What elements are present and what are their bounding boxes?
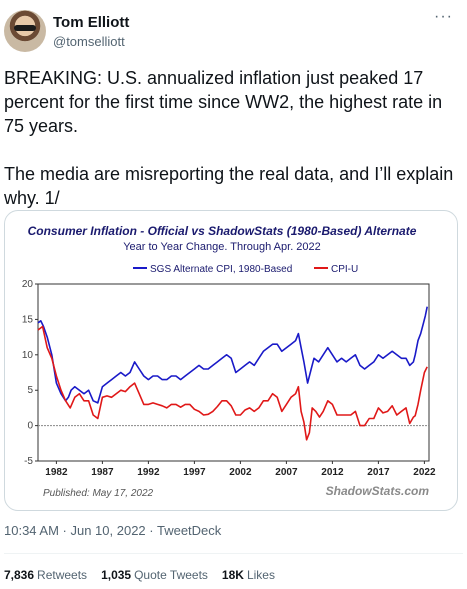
chart-source: ShadowStats.com	[326, 484, 430, 498]
series-line-sgs	[37, 306, 428, 404]
chart-title: Consumer Inflation - Official vs ShadowS…	[28, 224, 417, 238]
avatar[interactable]	[4, 10, 46, 52]
tweet-timestamp[interactable]: 10:34 AM · Jun 10, 2022 · TweetDeck	[4, 523, 222, 538]
tweet-paragraph-2: The media are misreporting the real data…	[4, 164, 454, 208]
x-tick-label: 2002	[229, 467, 252, 478]
y-tick-label: 20	[22, 279, 34, 290]
inflation-chart: Consumer Inflation - Official vs ShadowS…	[22, 224, 436, 499]
y-tick-label: 15	[22, 314, 34, 325]
series-line-cpi-u	[37, 325, 428, 441]
x-tick-label: 2022	[413, 467, 436, 478]
x-tick-label: 1987	[91, 467, 114, 478]
likes-stat[interactable]: 18K Likes	[222, 568, 275, 582]
legend-label: CPI-U	[331, 264, 358, 275]
y-tick-label: -5	[24, 456, 33, 467]
retweets-label: Retweets	[37, 568, 88, 582]
tweet-header: Tom Elliott @tomselliott ···	[0, 0, 467, 60]
y-tick-label: 10	[22, 350, 34, 361]
chart-plot-area: -5 0 5 10 15 20 1982 1987 1992 1997 2002 2007 2012 20…	[22, 279, 436, 478]
chart-published: Published: May 17, 2022	[43, 488, 154, 499]
x-tick-label: 2007	[275, 467, 298, 478]
x-tick-label: 2012	[321, 467, 344, 478]
y-tick-label: 5	[27, 385, 33, 396]
quote-tweets-label: Quote Tweets	[134, 568, 208, 582]
x-tick-label: 1997	[183, 467, 206, 478]
author-name[interactable]: Tom Elliott	[53, 14, 130, 31]
y-tick-label: 0	[27, 421, 33, 432]
author-handle[interactable]: @tomselliott	[53, 34, 125, 49]
retweets-count: 7,836	[4, 568, 35, 582]
tweet-stats: 7,836 Retweets 1,035 Quote Tweets 18K Likes	[4, 568, 275, 582]
chart-subtitle: Year to Year Change. Through Apr. 2022	[123, 241, 321, 253]
quote-tweets-count: 1,035	[101, 568, 132, 582]
avatar-sunglasses	[14, 25, 36, 31]
likes-label: Likes	[246, 568, 275, 582]
x-tick-label: 2017	[367, 467, 390, 478]
tweet-media-chart[interactable]: Consumer Inflation - Official vs ShadowS…	[4, 210, 458, 511]
retweets-stat[interactable]: 7,836 Retweets	[4, 568, 87, 582]
divider	[4, 553, 463, 554]
chart-legend: SGS Alternate CPI, 1980-Based CPI-U	[133, 264, 358, 275]
legend-label: SGS Alternate CPI, 1980-Based	[150, 264, 292, 275]
plot-frame	[37, 283, 430, 462]
likes-count: 18K	[221, 568, 244, 582]
more-icon[interactable]: ···	[434, 8, 453, 25]
x-tick-label: 1982	[45, 467, 68, 478]
x-tick-label: 1992	[137, 467, 160, 478]
tweet-text: BREAKING: U.S. annualized inflation just…	[4, 66, 459, 234]
tweet-paragraph-1: BREAKING: U.S. annualized inflation just…	[4, 68, 443, 136]
quote-tweets-stat[interactable]: 1,035 Quote Tweets	[101, 568, 208, 582]
